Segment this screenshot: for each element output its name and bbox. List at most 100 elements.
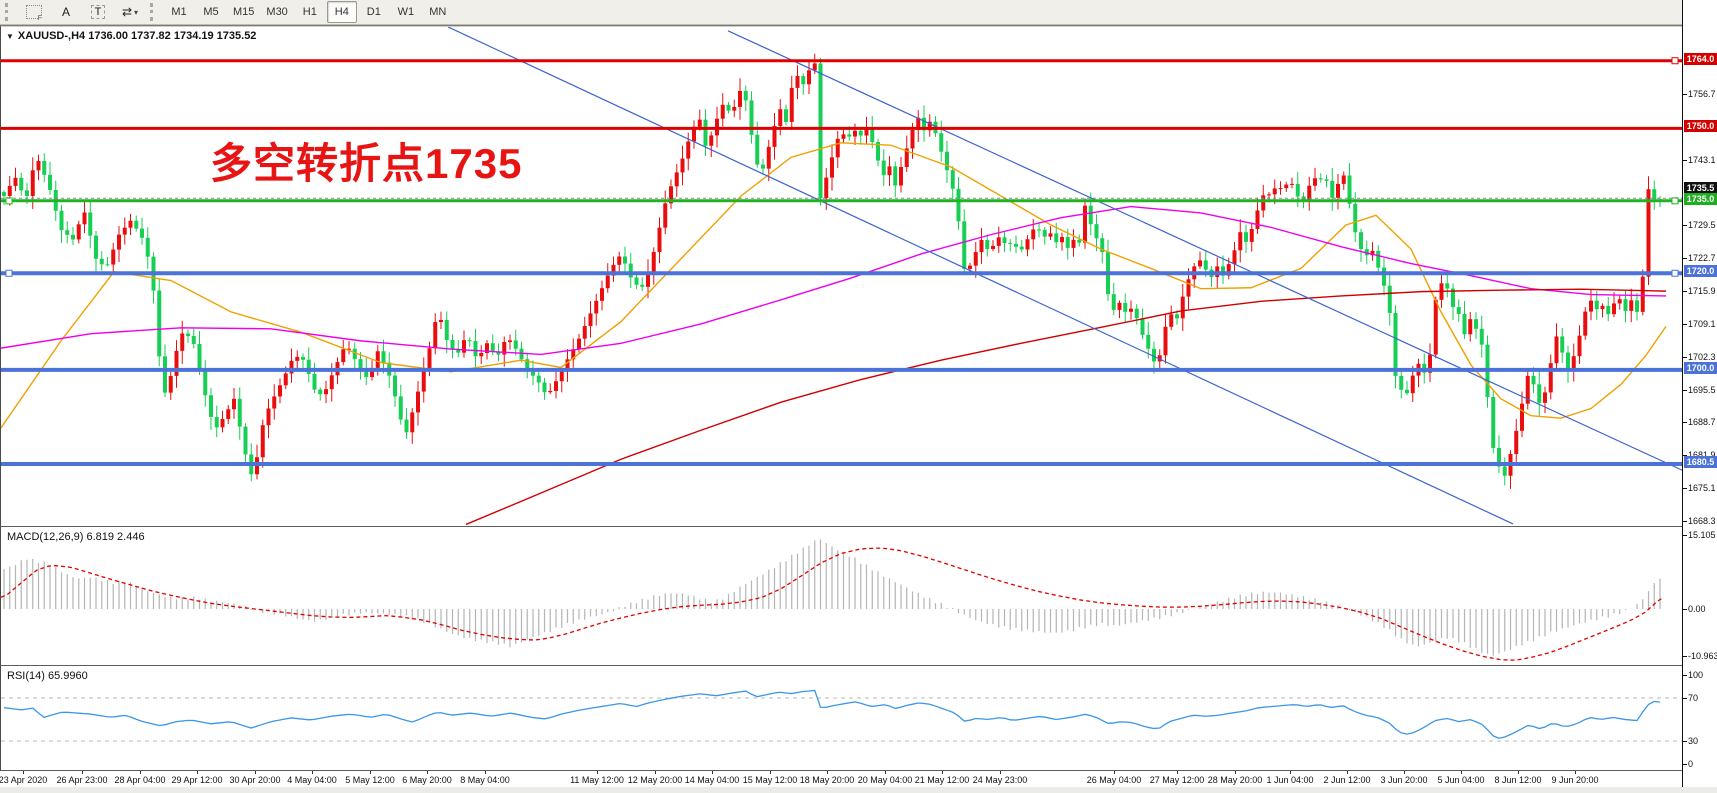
time-label: 24 May 23:00 xyxy=(972,775,1028,785)
rsi-tick-label: 0 xyxy=(1688,759,1694,769)
time-label: 2 Jun 12:00 xyxy=(1323,775,1371,785)
time-tick xyxy=(1404,771,1405,774)
text-label-icon: A xyxy=(61,5,70,19)
price-tick-label: 1715.9 xyxy=(1688,286,1716,297)
axis-tick xyxy=(1683,159,1687,161)
text-box-button[interactable]: T xyxy=(83,1,113,23)
axis-tick xyxy=(1683,356,1687,358)
time-label: 20 May 04:00 xyxy=(857,775,913,785)
price-tick-label: 1722.7 xyxy=(1688,253,1716,264)
time-tick xyxy=(827,771,828,774)
time-label: 14 May 04:00 xyxy=(684,775,740,785)
axis-tick xyxy=(1683,225,1687,227)
bottom-strip xyxy=(0,787,1717,793)
time-label: 21 May 12:00 xyxy=(914,775,970,785)
timeframe-button-w1[interactable]: W1 xyxy=(397,6,415,18)
text-box-icon: T xyxy=(90,5,106,19)
time-label: 29 Apr 12:00 xyxy=(171,775,223,785)
timeframe-button-m5[interactable]: M5 xyxy=(203,6,219,18)
time-label: 18 May 20:00 xyxy=(799,775,855,785)
toolbar-grip-handle[interactable] xyxy=(5,3,14,21)
time-tick xyxy=(712,771,713,774)
price-level-badge: 1700.0 xyxy=(1684,361,1717,374)
axis-tick xyxy=(1683,323,1687,325)
timeframe-button-m30[interactable]: M30 xyxy=(266,6,288,18)
time-label: 3 Jun 20:00 xyxy=(1380,775,1428,785)
text-label-button[interactable]: A xyxy=(51,1,81,23)
time-tick xyxy=(1000,771,1001,774)
rsi-tick-label: 70 xyxy=(1688,693,1699,703)
macd-label: MACD(12,26,9) 6.819 2.446 xyxy=(7,531,145,543)
time-label: 28 Apr 04:00 xyxy=(114,775,166,785)
chevron-down-icon[interactable]: ▾ xyxy=(134,7,139,17)
axis-tick xyxy=(1683,258,1687,260)
axis-tick xyxy=(1683,764,1687,765)
price-chart-panel[interactable] xyxy=(0,25,1683,527)
time-tick xyxy=(942,771,943,774)
timeframe-button-mn[interactable]: MN xyxy=(429,6,447,18)
arrow-tools-icon: ⇄ xyxy=(121,5,133,19)
timeframe-button-d1[interactable]: D1 xyxy=(366,6,381,18)
price-axis[interactable]: 1756.7 1743.1 1729.5 1722.7 1715.9 1709.1 1702… xyxy=(1682,0,1717,793)
toolbar: F A T ⇄ ▾ M1 M5 M15 M30 H1 H4 D1 W1 MN xyxy=(0,0,1717,25)
rsi-tick-label: 30 xyxy=(1688,736,1699,746)
time-label: 1 Jun 04:00 xyxy=(1266,775,1314,785)
collapse-ohlc-icon[interactable]: ▼ xyxy=(6,32,14,41)
timeframe-button-h4[interactable]: H4 xyxy=(326,1,357,23)
time-tick xyxy=(312,771,313,774)
time-label: 15 May 12:00 xyxy=(742,775,798,785)
axis-tick xyxy=(1683,535,1687,536)
price-level-badge: 1764.0 xyxy=(1684,52,1717,65)
time-tick xyxy=(140,771,141,774)
time-tick xyxy=(1347,771,1348,774)
template-grid-icon: F xyxy=(26,5,42,22)
axis-tick xyxy=(1683,291,1687,293)
template-grid-button[interactable]: F xyxy=(19,1,49,23)
time-axis[interactable]: 23 Apr 2020 26 Apr 23:00 28 Apr 04:00 29 Ap… xyxy=(0,771,1682,787)
axis-tick xyxy=(1683,520,1687,522)
axis-tick xyxy=(1683,656,1687,657)
time-tick xyxy=(485,771,486,774)
time-tick xyxy=(23,771,24,774)
timeframe-button-m1[interactable]: M1 xyxy=(171,6,187,18)
timeframe-button-m15[interactable]: M15 xyxy=(233,6,255,18)
price-tick-label: 1695.5 xyxy=(1688,384,1716,395)
time-tick xyxy=(255,771,256,774)
rsi-panel[interactable] xyxy=(0,666,1683,771)
time-label: 5 Jun 04:00 xyxy=(1437,775,1485,785)
macd-tick-label: -10.963 xyxy=(1688,651,1717,661)
price-level-badge: 1735.0 xyxy=(1684,192,1717,205)
axis-tick xyxy=(1683,94,1687,95)
rsi-label: RSI(14) 65.9960 xyxy=(7,670,88,682)
time-tick xyxy=(597,771,598,774)
chart-annotation-text[interactable]: 多空转折点1735 xyxy=(210,140,523,187)
time-tick xyxy=(427,771,428,774)
time-label: 11 May 12:00 xyxy=(570,775,624,785)
axis-tick xyxy=(1683,389,1687,391)
price-tick-label: 1668.3 xyxy=(1688,515,1716,526)
macd-panel[interactable] xyxy=(0,527,1682,666)
time-label: 8 Jun 12:00 xyxy=(1494,775,1542,785)
timeframe-bar: M1 M5 M15 M30 H1 H4 D1 W1 MN xyxy=(164,1,453,23)
axis-tick xyxy=(1683,698,1687,699)
time-tick xyxy=(1235,771,1236,774)
axis-tick xyxy=(1683,741,1687,742)
price-tick-label: 1675.1 xyxy=(1688,483,1716,494)
price-tick-label: 1681.9 xyxy=(1688,450,1716,460)
price-level-badge: 1750.0 xyxy=(1684,120,1717,133)
time-tick xyxy=(1290,771,1291,774)
price-tick-label: 1743.1 xyxy=(1688,154,1716,165)
timeframe-button-h1[interactable]: H1 xyxy=(302,6,317,18)
price-level-badge: 1735.5 xyxy=(1684,181,1717,194)
axis-tick xyxy=(1683,675,1687,676)
time-tick xyxy=(1461,771,1462,774)
time-tick xyxy=(197,771,198,774)
time-label: 26 May 04:00 xyxy=(1086,775,1142,785)
price-tick-label: 1756.7 xyxy=(1688,89,1716,99)
price-tick-label: 1702.3 xyxy=(1688,351,1716,362)
time-label: 30 Apr 20:00 xyxy=(229,775,281,785)
axis-tick xyxy=(1683,488,1687,490)
arrow-tools-button[interactable]: ⇄ ▾ xyxy=(115,1,145,23)
rsi-tick-label: 100 xyxy=(1688,670,1704,680)
